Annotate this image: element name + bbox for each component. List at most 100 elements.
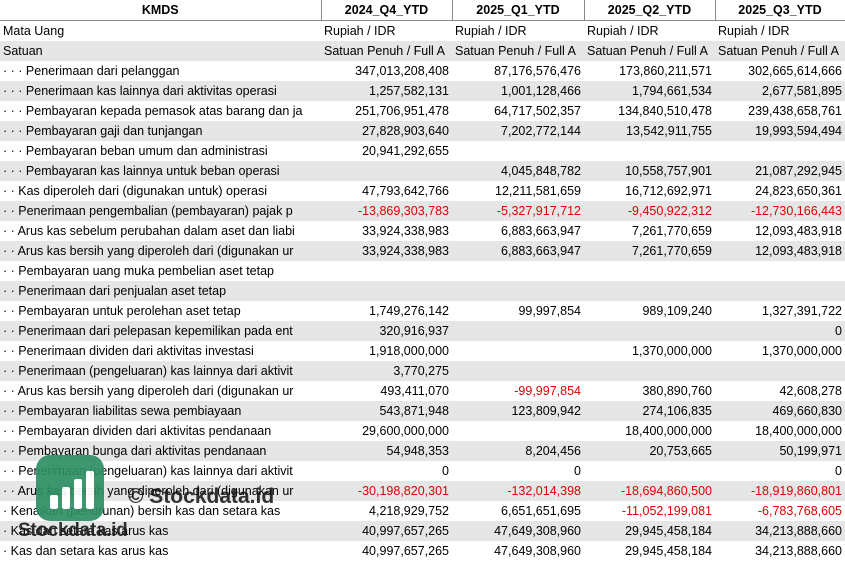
cell-value[interactable] — [715, 141, 845, 161]
cell-value[interactable]: 347,013,208,408 — [321, 61, 452, 81]
table-row[interactable]: · · Pembayaran bunga dari aktivitas pend… — [0, 441, 845, 461]
cell-value[interactable]: 989,109,240 — [584, 301, 715, 321]
table-row[interactable]: · Kas dan setara kas arus kas 40,997,657,… — [0, 521, 845, 541]
cell-value[interactable]: Rupiah / IDR — [715, 20, 845, 41]
table-row[interactable]: · · Penerimaan dari pelepasan kepemilika… — [0, 321, 845, 341]
header-ticker[interactable]: KMDS — [0, 0, 322, 21]
cell-value[interactable]: -99,997,854 — [452, 381, 584, 401]
cell-value[interactable]: 1,327,391,722 — [715, 301, 845, 321]
cell-value[interactable]: -30,198,820,301 — [321, 481, 452, 501]
cell-value[interactable] — [321, 281, 452, 301]
cell-value[interactable]: 10,558,757,901 — [584, 161, 715, 181]
cell-value[interactable]: 123,809,942 — [452, 401, 584, 421]
cell-value[interactable] — [715, 281, 845, 301]
table-row[interactable]: · · Pembayaran untuk perolehan aset teta… — [0, 301, 845, 321]
cell-value[interactable]: 1,749,276,142 — [321, 301, 452, 321]
cell-value[interactable]: 134,840,510,478 — [584, 101, 715, 121]
cell-value[interactable]: 50,199,971 — [715, 441, 845, 461]
cell-value[interactable]: Satuan Penuh / Full A — [321, 41, 452, 61]
cell-value[interactable]: 29,600,000,000 — [321, 421, 452, 441]
row-label[interactable]: · · Arus kas sebelum perubahan dalam ase… — [0, 221, 321, 241]
header-2025-q2[interactable]: 2025_Q2_YTD — [583, 0, 716, 21]
cell-value[interactable] — [452, 341, 584, 361]
row-label[interactable]: · · · Pembayaran beban umum dan administ… — [0, 141, 321, 161]
cell-value[interactable]: 380,890,760 — [584, 381, 715, 401]
cell-value[interactable]: -132,014,398 — [452, 481, 584, 501]
row-label[interactable]: Satuan — [0, 41, 321, 61]
cell-value[interactable]: Rupiah / IDR — [452, 20, 584, 41]
row-label[interactable]: · · Penerimaan (pengeluaran) kas lainnya… — [0, 361, 321, 381]
cell-value[interactable]: 251,706,951,478 — [321, 101, 452, 121]
cell-value[interactable]: 173,860,211,571 — [584, 61, 715, 81]
table-row[interactable]: · · Penerimaan dividen dari aktivitas in… — [0, 341, 845, 361]
table-row[interactable]: Satuan Satuan Penuh / Full A Satuan Penuh … — [0, 41, 845, 61]
row-label[interactable]: · · Pembayaran dividen dari aktivitas pe… — [0, 421, 321, 441]
row-label[interactable]: · · · Penerimaan kas lainnya dari aktivi… — [0, 81, 321, 101]
row-label[interactable]: · · Penerimaan pengembalian (pembayaran)… — [0, 201, 321, 221]
cell-value[interactable]: 29,945,458,184 — [584, 541, 715, 561]
cell-value[interactable]: 99,997,854 — [452, 301, 584, 321]
cell-value[interactable]: -12,730,166,443 — [715, 201, 845, 221]
cell-value[interactable] — [715, 361, 845, 381]
cell-value[interactable]: 7,261,770,659 — [584, 241, 715, 261]
cell-value[interactable]: 0 — [452, 461, 584, 481]
table-row[interactable]: · · Arus kas sebelum perubahan dalam ase… — [0, 221, 845, 241]
cell-value[interactable]: 1,370,000,000 — [584, 341, 715, 361]
row-label[interactable]: · Kas dan setara kas arus kas — [0, 541, 321, 561]
cell-value[interactable]: 34,213,888,660 — [715, 521, 845, 541]
cell-value[interactable]: -9,450,922,312 — [584, 201, 715, 221]
cell-value[interactable]: 302,665,614,666 — [715, 61, 845, 81]
cell-value[interactable]: 16,712,692,971 — [584, 181, 715, 201]
row-label[interactable]: · · Penerimaan dividen dari aktivitas in… — [0, 341, 321, 361]
cell-value[interactable]: -13,869,303,783 — [321, 201, 452, 221]
cell-value[interactable]: 47,649,308,960 — [452, 521, 584, 541]
cell-value[interactable]: 0 — [715, 461, 845, 481]
row-label[interactable]: · · Kas diperoleh dari (digunakan untuk)… — [0, 181, 321, 201]
cell-value[interactable]: 1,257,582,131 — [321, 81, 452, 101]
cell-value[interactable]: 12,093,483,918 — [715, 221, 845, 241]
cell-value[interactable]: 4,218,929,752 — [321, 501, 452, 521]
cell-value[interactable] — [321, 261, 452, 281]
table-row[interactable]: · · Arus kas bersih yang diperoleh dari … — [0, 381, 845, 401]
table-row[interactable]: · · Pembayaran liabilitas sewa pembiayaa… — [0, 401, 845, 421]
cell-value[interactable]: 27,828,903,640 — [321, 121, 452, 141]
cell-value[interactable]: 20,941,292,655 — [321, 141, 452, 161]
cell-value[interactable]: 21,087,292,945 — [715, 161, 845, 181]
table-row[interactable]: · · Kas diperoleh dari (digunakan untuk)… — [0, 181, 845, 201]
cell-value[interactable]: 64,717,502,357 — [452, 101, 584, 121]
cell-value[interactable]: 320,916,937 — [321, 321, 452, 341]
cell-value[interactable] — [452, 281, 584, 301]
cell-value[interactable]: 24,823,650,361 — [715, 181, 845, 201]
row-label[interactable]: · · · Pembayaran gaji dan tunjangan — [0, 121, 321, 141]
cell-value[interactable]: 12,093,483,918 — [715, 241, 845, 261]
cell-value[interactable] — [584, 281, 715, 301]
table-row[interactable]: · · Arus kas bersih yang diperoleh dari … — [0, 481, 845, 501]
row-label[interactable]: · · Penerimaan dari penjualan aset tetap — [0, 281, 321, 301]
table-row[interactable]: · · · Pembayaran beban umum dan administ… — [0, 141, 845, 161]
cell-value[interactable]: 7,202,772,144 — [452, 121, 584, 141]
cell-value[interactable]: 29,945,458,184 — [584, 521, 715, 541]
cell-value[interactable] — [584, 461, 715, 481]
cell-value[interactable]: 469,660,830 — [715, 401, 845, 421]
cell-value[interactable]: 6,883,663,947 — [452, 221, 584, 241]
cell-value[interactable]: 0 — [321, 461, 452, 481]
table-row[interactable]: · · Pembayaran dividen dari aktivitas pe… — [0, 421, 845, 441]
cell-value[interactable] — [321, 161, 452, 181]
table-row[interactable]: · · Penerimaan pengembalian (pembayaran)… — [0, 201, 845, 221]
cell-value[interactable] — [584, 361, 715, 381]
cell-value[interactable]: 4,045,848,782 — [452, 161, 584, 181]
cell-value[interactable]: -18,694,860,500 — [584, 481, 715, 501]
cell-value[interactable] — [584, 321, 715, 341]
cell-value[interactable]: 13,542,911,755 — [584, 121, 715, 141]
cell-value[interactable]: 20,753,665 — [584, 441, 715, 461]
cell-value[interactable] — [584, 141, 715, 161]
cell-value[interactable]: Rupiah / IDR — [321, 20, 452, 41]
cell-value[interactable]: 42,608,278 — [715, 381, 845, 401]
cell-value[interactable]: 274,106,835 — [584, 401, 715, 421]
row-label[interactable]: Mata Uang — [0, 20, 321, 41]
row-label[interactable]: · Kas dan setara kas arus kas — [0, 521, 321, 541]
cell-value[interactable]: 54,948,353 — [321, 441, 452, 461]
cell-value[interactable]: 2,677,581,895 — [715, 81, 845, 101]
cell-value[interactable] — [584, 261, 715, 281]
row-label[interactable]: · · Pembayaran uang muka pembelian aset … — [0, 261, 321, 281]
